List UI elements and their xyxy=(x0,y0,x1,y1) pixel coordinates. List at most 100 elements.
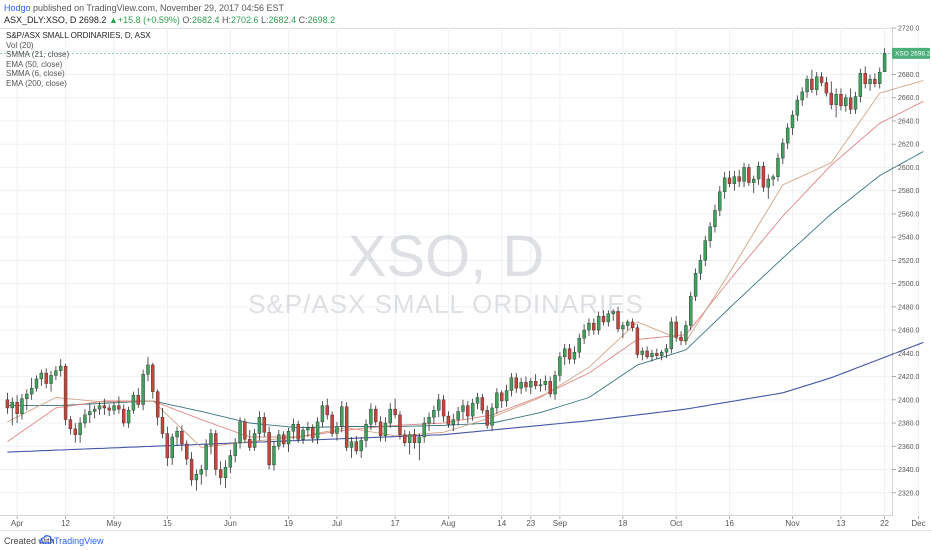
legend-item-vol[interactable]: Vol (20) xyxy=(6,40,34,50)
candle-body xyxy=(267,432,271,466)
candle-body xyxy=(151,364,155,392)
candle xyxy=(141,369,145,411)
tradingview-link[interactable]: TradingView xyxy=(54,536,104,546)
candle-body xyxy=(800,91,804,101)
candle-body xyxy=(59,365,63,371)
candle xyxy=(470,398,475,421)
legend-title: S&P/ASX SMALL ORDINARIES, D, ASX xyxy=(6,31,151,40)
candle-body xyxy=(354,441,359,452)
candle-body xyxy=(223,467,228,478)
candle xyxy=(107,404,111,417)
candle-body xyxy=(708,226,712,241)
candle-body xyxy=(587,322,591,331)
candle-body xyxy=(461,405,465,412)
candle-body xyxy=(291,424,296,432)
candle-body xyxy=(616,311,620,330)
legend-item-ema200[interactable]: EMA (200, close) xyxy=(6,78,67,88)
candle-body xyxy=(626,321,630,326)
candle xyxy=(645,346,649,360)
candle xyxy=(587,318,591,336)
price-axis[interactable] xyxy=(892,28,932,516)
candle-body xyxy=(29,387,34,395)
candle xyxy=(218,461,223,485)
candle xyxy=(160,407,165,439)
price-tick-label: 2660.0 xyxy=(898,95,920,102)
legend-item-smma21[interactable]: SMMA (21, close) xyxy=(6,50,70,60)
last-price: 2698.2 xyxy=(78,15,107,25)
candle-body xyxy=(131,394,136,411)
candle xyxy=(795,95,800,121)
candle-body xyxy=(543,381,548,385)
candle-body xyxy=(853,96,858,110)
candle xyxy=(718,186,722,217)
candle xyxy=(582,324,586,345)
candle-body xyxy=(136,394,140,405)
candle-body xyxy=(88,411,92,416)
candle-body xyxy=(383,422,388,437)
candle-body xyxy=(359,440,363,452)
author-link[interactable]: Hodgo xyxy=(4,3,31,13)
candle-body xyxy=(500,392,504,402)
candle xyxy=(243,418,247,443)
candle xyxy=(257,411,262,441)
close-label: C: xyxy=(298,15,308,25)
candle-body xyxy=(490,407,494,426)
candle-body xyxy=(209,433,213,446)
candle-body xyxy=(204,444,208,470)
candle-body xyxy=(422,422,426,438)
candle-body xyxy=(301,429,305,440)
candle-body xyxy=(596,315,601,331)
candle xyxy=(844,94,848,112)
price-tick-label: 2380.0 xyxy=(898,421,920,428)
candle-body xyxy=(112,405,116,411)
candle xyxy=(674,316,678,342)
candle xyxy=(834,88,838,118)
candle xyxy=(882,48,887,72)
candle-body xyxy=(141,374,145,405)
time-tick-label: 19 xyxy=(284,519,293,528)
time-tick-label: Oct xyxy=(670,519,683,528)
time-tick-label: Sep xyxy=(553,519,568,528)
candle-body xyxy=(693,272,698,297)
candle-body xyxy=(655,353,659,356)
candle xyxy=(59,359,63,377)
candle-body xyxy=(553,375,557,395)
candle xyxy=(461,399,465,420)
candle xyxy=(97,402,102,415)
candle xyxy=(233,438,237,463)
symbol-label: ASX_DLY:XSO, D xyxy=(4,15,77,25)
price-axis-ticks: 2320.0 2340.0 2360.0 2380.0 2400.0 2420.0 2440… xyxy=(892,26,920,497)
candle-body xyxy=(679,336,683,341)
legend-item-smma6[interactable]: SMMA (6, close) xyxy=(6,69,65,79)
candle-body xyxy=(5,399,10,409)
candle xyxy=(713,204,717,233)
legend-item-ema50[interactable]: EMA (50, close) xyxy=(6,59,63,69)
price-tick-label: 2400.0 xyxy=(898,397,920,404)
price-tick-label: 2520.0 xyxy=(898,258,920,265)
candle xyxy=(640,347,644,361)
candle-body xyxy=(126,410,131,424)
candle xyxy=(83,409,87,428)
candle xyxy=(664,344,669,358)
candle-body xyxy=(364,424,368,441)
candle-body xyxy=(659,351,664,356)
candle-body xyxy=(868,78,872,84)
candle-body xyxy=(403,434,407,443)
candle xyxy=(185,440,189,465)
candle-body xyxy=(15,401,19,414)
candle xyxy=(88,404,92,424)
time-tick-label: 13 xyxy=(837,519,846,528)
candle-body xyxy=(20,398,24,414)
candle xyxy=(456,406,460,426)
candle-body xyxy=(296,424,300,440)
candle-body xyxy=(252,433,257,448)
candle xyxy=(354,435,359,455)
candle xyxy=(281,431,286,448)
candle-body xyxy=(703,240,707,261)
candle-body xyxy=(621,325,625,330)
candle-body xyxy=(281,434,286,445)
time-tick-label: 18 xyxy=(618,519,627,528)
candle xyxy=(122,404,126,427)
candle xyxy=(698,254,703,281)
candle xyxy=(863,66,867,89)
